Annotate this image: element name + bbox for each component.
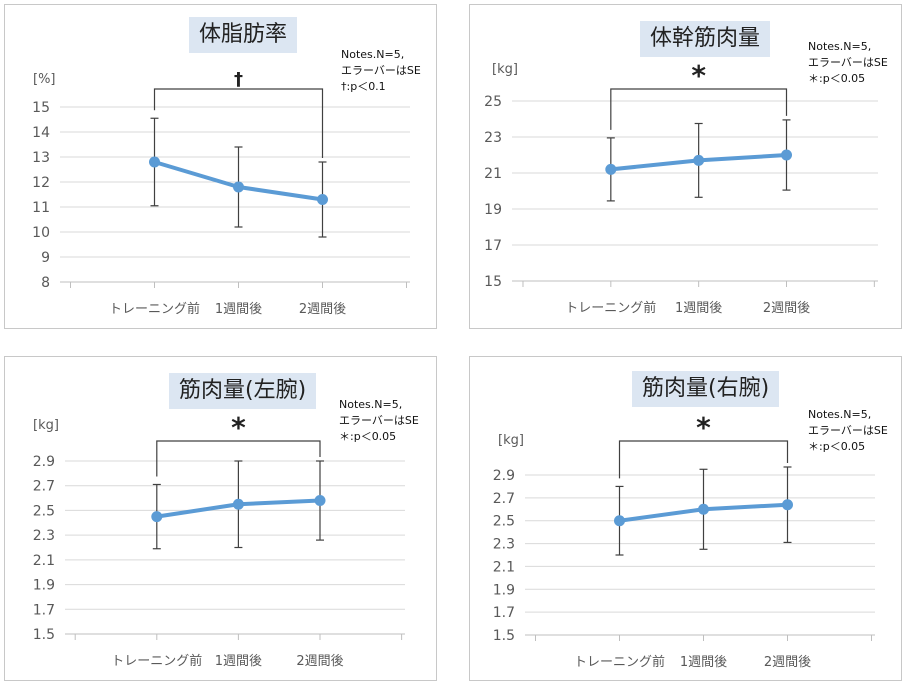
x-tick-label: 1週間後 [215,654,262,669]
y-tick-label: 14 [32,125,50,141]
data-point [149,156,160,168]
y-tick-label: 1.9 [493,582,515,598]
y-tick-label: 15 [32,100,50,116]
y-tick-label: 13 [32,150,50,166]
y-tick-label: 2.5 [493,514,515,530]
y-tick-label: 1.7 [493,605,515,621]
y-tick-label: 1.7 [33,602,55,618]
chart-title: 筋肉量(左腕) [169,373,317,409]
notes-line: エラーバーはSE [339,414,419,427]
y-axis-label: [kg] [33,418,59,433]
x-tick-label: 1週間後 [680,655,727,670]
chart-plot: 1.5 1.7 1.9 2.1 2.3 2.5 2.7 2.9 [kg] トレーニング前 1週間後 2… [33,411,405,669]
data-point [781,149,792,161]
notes-line: ＊:p＜0.05 [339,430,397,443]
x-tick-label: 2週間後 [763,301,810,316]
significance-marker: * [696,411,711,444]
y-tick-label: 17 [484,238,502,254]
significance-bracket [156,440,321,477]
significance-bracket [153,88,324,158]
chart-panel-trunk-muscle: 体幹筋肉量 Notes.N=5, エラーバーはSE ＊:p＜0.05 15 17 1… [469,4,902,329]
x-tick-label: トレーニング前 [574,654,665,670]
chart-title: 体脂肪率 [189,17,298,53]
x-tick-label: トレーニング前 [111,653,202,669]
y-tick-label: 2.5 [33,503,55,519]
y-tick-label: 21 [484,166,502,182]
y-axis-label: [%] [33,72,56,87]
x-tick-label: トレーニング前 [109,301,200,317]
y-tick-label: 9 [41,250,50,266]
chart-title: 体幹筋肉量 [640,21,771,57]
y-tick-label: 10 [32,225,50,241]
chart-plot: 8 9 10 11 12 13 14 15 [%] トレーニング前 1週間後 2週間後 † [32,69,410,317]
y-tick-label: 1.5 [493,628,515,644]
data-point [614,515,625,527]
chart-notes: Notes.N=5, エラーバーはSE †:p＜0.1 [341,47,421,95]
y-tick-label: 1.9 [33,578,55,594]
chart-panel-left-arm: 筋肉量(左腕) Notes.N=5, エラーバーはSE ＊:p＜0.05 1.5… [4,356,437,681]
y-tick-label: 25 [484,94,502,110]
notes-line: ＊:p＜0.05 [808,440,866,453]
y-tick-label: 2.7 [33,479,55,495]
y-tick-label: 23 [484,130,502,146]
x-tick-label: 2週間後 [299,302,346,317]
chart-notes: Notes.N=5, エラーバーはSE ＊:p＜0.05 [808,39,888,87]
chart-plot: 15 17 19 21 23 25 [kg] トレーニング前 1週間後 2週間後 * [484,59,878,316]
data-point [233,181,244,193]
notes-line: エラーバーはSE [808,56,888,69]
x-tick-label: 2週間後 [764,655,811,670]
notes-line: †:p＜0.1 [341,80,386,93]
y-tick-label: 11 [32,200,50,216]
data-point [232,498,244,510]
y-tick-label: 1.5 [33,627,55,643]
y-tick-label: 12 [32,175,50,191]
notes-line: Notes.N=5, [341,48,405,61]
significance-marker: † [234,69,243,90]
significance-marker: * [231,411,246,444]
y-tick-label: 2.9 [33,454,55,470]
y-axis-label: [kg] [492,62,518,77]
notes-line: Notes.N=5, [808,40,872,53]
chart-panel-right-arm: 筋肉量(右腕) Notes.N=5, エラーバーはSE ＊:p＜0.05 1.5… [469,356,902,681]
significance-bracket [618,440,789,479]
data-point [698,503,709,515]
y-tick-label: 19 [484,202,502,218]
chart-notes: Notes.N=5, エラーバーはSE ＊:p＜0.05 [339,397,419,445]
y-tick-label: 2.3 [33,528,55,544]
y-tick-label: 2.3 [493,537,515,553]
notes-line: Notes.N=5, [808,408,872,421]
y-tick-label: 2.9 [493,468,515,484]
notes-line: エラーバーはSE [341,64,421,77]
notes-line: エラーバーはSE [808,424,888,437]
data-point [782,499,793,511]
data-point [151,511,163,523]
data-point [314,495,326,507]
chart-notes: Notes.N=5, エラーバーはSE ＊:p＜0.05 [808,407,888,455]
data-point [317,194,328,205]
significance-marker: * [691,59,706,92]
x-tick-label: 1週間後 [215,302,262,317]
data-point [605,163,617,175]
notes-line: Notes.N=5, [339,398,403,411]
x-tick-label: 1週間後 [675,301,722,316]
y-tick-label: 8 [41,275,50,291]
x-tick-label: 2週間後 [296,654,343,669]
y-tick-label: 2.1 [493,559,515,575]
y-tick-label: 2.7 [493,491,515,507]
significance-bracket [610,88,788,130]
y-tick-label: 15 [484,274,502,290]
chart-panel-body-fat: 体脂肪率 Notes.N=5, エラーバーはSE †:p＜0.1 8 9 10 11 1… [4,4,437,329]
y-tick-label: 2.1 [33,553,55,569]
x-tick-label: トレーニング前 [565,300,656,316]
chart-plot: 1.5 1.7 1.9 2.1 2.3 2.5 2.7 2.9 [kg] トレーニング前 1週間後 2… [493,411,875,670]
notes-line: ＊:p＜0.05 [808,72,866,85]
data-point [693,154,705,166]
chart-title: 筋肉量(右腕) [632,371,780,407]
y-axis-label: [kg] [498,433,524,448]
